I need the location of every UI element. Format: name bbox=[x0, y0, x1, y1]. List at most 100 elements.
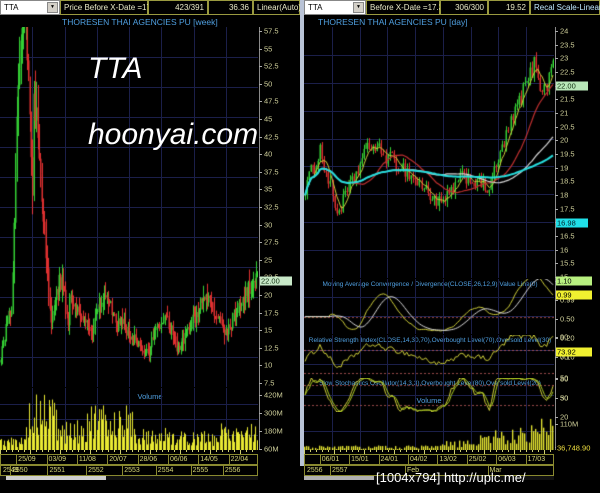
axis-tick-label: 40 bbox=[264, 149, 273, 159]
left-year-strip[interactable]: 2549 2550 2551 2552 2553 2554 2555 2556 bbox=[0, 465, 258, 476]
axis-tick-label: 17.5 bbox=[560, 203, 575, 213]
axis-tick-label: 180M bbox=[264, 426, 283, 436]
date-label: 24/01 bbox=[380, 456, 399, 463]
rsi-canvas bbox=[304, 335, 554, 379]
year-label: 2552 bbox=[88, 467, 104, 474]
year-label: 2550 bbox=[12, 467, 28, 474]
left-price-axis[interactable]: 57.5 55 52.5 50 47.5 45 42.5 40 37.5 35 32.5 30 27.5… bbox=[259, 26, 300, 452]
axis-tick-label: 23 bbox=[560, 53, 569, 63]
right-hscroll-thumb[interactable] bbox=[304, 476, 374, 480]
date-label: 06/01 bbox=[321, 456, 340, 463]
axis-tick-label: 24 bbox=[560, 26, 569, 36]
watermark-site: hoonyai.com bbox=[88, 118, 259, 151]
date-label: 14/05 bbox=[200, 456, 218, 463]
volume-value-marker: 36,748.90 bbox=[556, 443, 596, 453]
left-value-field[interactable]: 36.36 bbox=[208, 0, 253, 15]
right-bars-label: 306/300 bbox=[455, 3, 484, 12]
left-hscroll-thumb[interactable] bbox=[6, 476, 106, 480]
axis-tick-label: 300M bbox=[264, 408, 283, 418]
year-label: 2551 bbox=[49, 467, 66, 474]
axis-tick-label: 30 bbox=[560, 393, 569, 403]
date-label: 22/04 bbox=[230, 456, 249, 463]
date-label: 13/02 bbox=[439, 456, 457, 463]
period-label: 2557 bbox=[332, 467, 348, 474]
axis-tick-label: 21.5 bbox=[560, 94, 575, 104]
macd-canvas bbox=[304, 279, 554, 334]
macd-value-marker: 0.99 bbox=[556, 290, 592, 300]
panel-divider[interactable] bbox=[300, 0, 304, 466]
year-label: 2554 bbox=[157, 467, 174, 474]
left-price-canvas bbox=[0, 27, 258, 387]
axis-tick-label: 19 bbox=[560, 162, 569, 172]
left-date-strip[interactable]: 25/09 03/09 11/08 20/07 28/06 06/06 14/05 22/04 bbox=[0, 454, 258, 465]
chevron-down-icon[interactable]: ▼ bbox=[47, 2, 58, 13]
axis-tick-label: 0.10 bbox=[560, 352, 575, 362]
axis-tick-label: 19.5 bbox=[560, 149, 575, 159]
left-scale-label: Linear(Auto) bbox=[257, 3, 300, 12]
date-label: 25/09 bbox=[18, 456, 36, 463]
axis-tick-label: 420M bbox=[264, 390, 283, 400]
right-symbol-selector[interactable]: TTA ▼ bbox=[304, 0, 366, 15]
right-volume-canvas bbox=[304, 412, 554, 450]
left-symbol-value: TTA bbox=[4, 3, 19, 12]
date-label: 06/06 bbox=[169, 456, 188, 463]
right-scale-label: Recal Scale-Linear bbox=[534, 3, 600, 12]
price-marker-close: 22.00 bbox=[556, 81, 588, 91]
macd-top-marker: 1.10 bbox=[556, 276, 592, 286]
axis-tick-label: 22.5 bbox=[560, 67, 575, 77]
right-chart-title: THORESEN THAI AGENCIES PU [day] bbox=[318, 17, 468, 27]
stochastics-canvas bbox=[304, 378, 554, 412]
right-date-ticks bbox=[304, 450, 554, 454]
right-bars-field[interactable]: 306/300 bbox=[440, 0, 488, 15]
right-chart-panel: TTA ▼ Before X-Date =17.3 306/300 19.52 … bbox=[304, 0, 600, 493]
axis-tick-label: 0.20 bbox=[560, 333, 575, 343]
left-scale-field[interactable]: Linear(Auto) bbox=[253, 0, 300, 15]
left-value-label: 36.36 bbox=[228, 3, 249, 12]
right-symbol-value: TTA bbox=[308, 3, 323, 12]
axis-tick-label: 55 bbox=[264, 43, 273, 53]
left-symbol-selector[interactable]: TTA ▼ bbox=[0, 0, 60, 15]
axis-tick-label: 18 bbox=[560, 190, 569, 200]
date-label: 11/08 bbox=[78, 456, 96, 463]
left-price-marker: 22.00 bbox=[260, 276, 292, 286]
axis-tick-label: 15.5 bbox=[560, 258, 575, 268]
axis-tick-label: 57.5 bbox=[264, 26, 279, 36]
axis-tick-label: 12.5 bbox=[264, 343, 279, 353]
price-marker-ma: 16.98 bbox=[556, 218, 588, 228]
left-hscrollbar[interactable] bbox=[0, 476, 258, 480]
left-bars-field[interactable]: 423/391 bbox=[148, 0, 208, 15]
axis-tick-label: 45 bbox=[264, 114, 273, 124]
period-label: 2556 bbox=[307, 467, 323, 474]
left-toolbar: TTA ▼ Price Before X-Date =17.3 423/391 … bbox=[0, 0, 300, 15]
right-value-field[interactable]: 19.52 bbox=[488, 0, 530, 15]
left-mode-field[interactable]: Price Before X-Date =17.3 bbox=[60, 0, 158, 15]
right-year-strip[interactable]: 2556 2557 Feb Mar bbox=[304, 465, 554, 476]
right-date-strip[interactable]: 06/01 15/01 24/01 04/02 13/02 25/02 06/03 17/03 bbox=[304, 454, 554, 465]
right-mode-field[interactable]: Before X-Date =17.3 bbox=[366, 0, 443, 15]
axis-tick-label: 50 bbox=[264, 79, 273, 89]
right-price-axis[interactable]: 2423.52322.52221.52120.52019.51918.51817… bbox=[555, 26, 600, 453]
axis-tick-label: 10 bbox=[264, 360, 273, 370]
right-axis-line bbox=[555, 27, 556, 450]
axis-tick-label: 52.5 bbox=[264, 61, 279, 71]
right-scale-field[interactable]: Recal Scale-Linear bbox=[530, 0, 600, 15]
year-label: 2553 bbox=[124, 467, 140, 474]
date-label: 17/03 bbox=[527, 456, 546, 463]
left-axis-line bbox=[259, 27, 260, 450]
axis-tick-label: 7.5 bbox=[264, 378, 275, 388]
axis-tick-label: 70 bbox=[560, 352, 569, 362]
date-label: 03/09 bbox=[48, 456, 67, 463]
left-mode-label: Price Before X-Date =17.3 bbox=[64, 3, 158, 12]
axis-tick-label: 20 bbox=[560, 412, 569, 422]
axis-tick-label: 90 bbox=[560, 332, 569, 342]
axis-tick-label: 23.5 bbox=[560, 39, 575, 49]
axis-tick-label: 17.5 bbox=[264, 307, 279, 317]
left-bars-label: 423/391 bbox=[175, 3, 204, 12]
date-label: 04/02 bbox=[409, 456, 428, 463]
axis-tick-label: 20 bbox=[560, 135, 569, 145]
indicator-label-volume: Volume bbox=[416, 396, 442, 405]
date-label: 20/07 bbox=[109, 456, 127, 463]
chevron-down-icon[interactable]: ▼ bbox=[353, 2, 364, 13]
axis-tick-label: 20 bbox=[264, 290, 273, 300]
right-hscrollbar[interactable] bbox=[304, 476, 554, 480]
